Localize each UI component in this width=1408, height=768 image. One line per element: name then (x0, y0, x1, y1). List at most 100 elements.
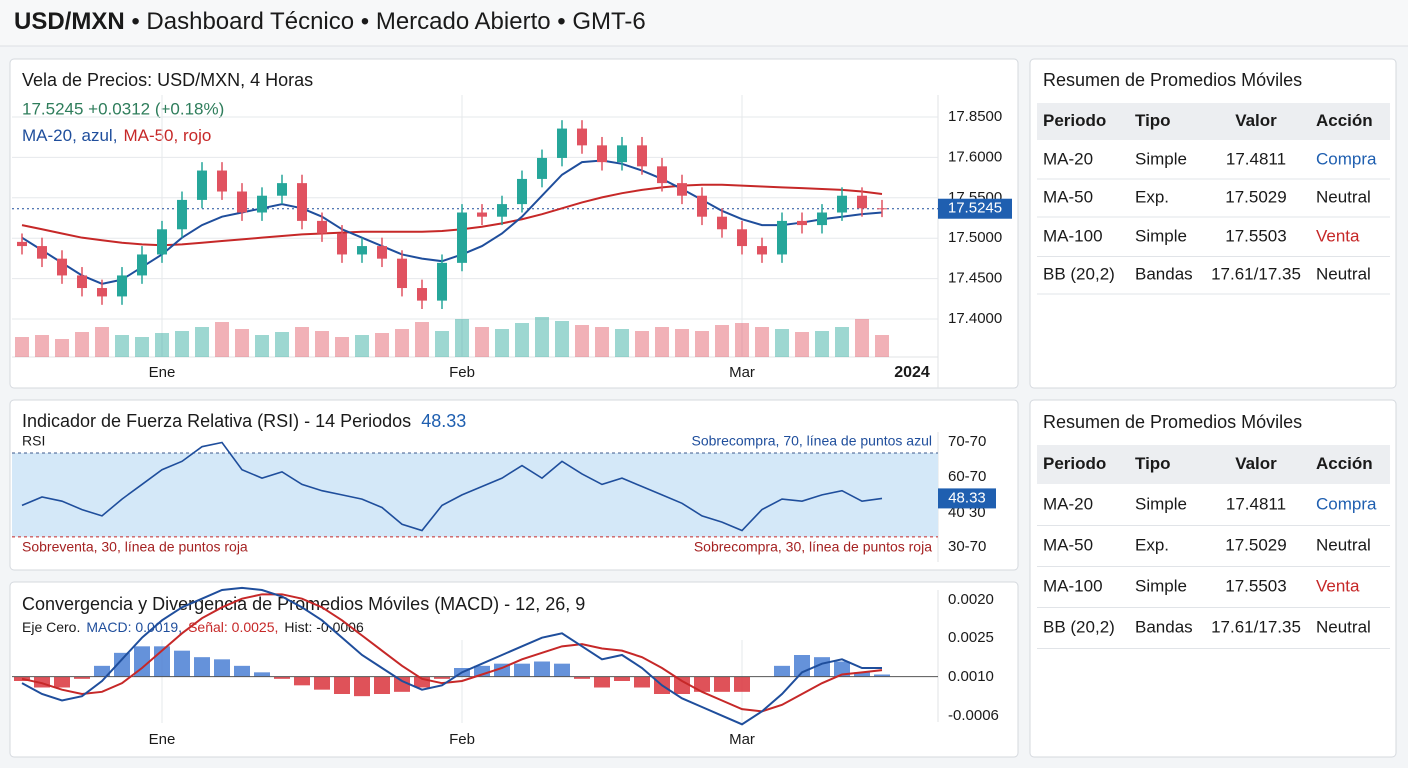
candle-body (497, 204, 507, 217)
volume-bar (815, 331, 829, 357)
histogram-bar (294, 676, 310, 686)
table-cell: BB (20,2) (1043, 264, 1115, 283)
candle-body (737, 229, 747, 247)
candle-body (797, 220, 807, 226)
y-tick-label: 0.0010 (948, 668, 994, 685)
note: Sobrecompra, 70, línea de puntos azul (692, 433, 933, 449)
x-tick-label: Feb (449, 731, 475, 748)
candle-body (297, 183, 307, 221)
candle-body (277, 183, 287, 196)
header-bar (0, 0, 1408, 46)
histogram-bar (854, 672, 870, 677)
legend: Eje Cero. MACD: 0.0019, Señal: 0.0025, Hist… (22, 619, 364, 635)
candle-body (17, 241, 27, 247)
table-title: Resumen de Promedios Móviles (1043, 412, 1302, 432)
candle-body (477, 212, 487, 217)
histogram-bar (114, 652, 130, 677)
candle-body (877, 208, 887, 210)
histogram-bar (134, 646, 150, 677)
histogram-bar (694, 676, 710, 692)
candle-body (417, 288, 427, 301)
histogram-bar (434, 676, 450, 679)
histogram-bar (634, 676, 650, 688)
price-tag-label: 17.5245 (948, 200, 1002, 217)
histogram-bar (394, 676, 410, 692)
table-cell: MA-20 (1043, 494, 1093, 513)
y-tick-label: 17.5000 (948, 229, 1002, 246)
candle-body (237, 191, 247, 213)
y-tick-label: -0.0006 (948, 707, 999, 724)
y-tick-label: 30-70 (948, 538, 986, 555)
candle-body (637, 145, 647, 167)
volume-bar (455, 319, 469, 357)
volume-bar (115, 335, 129, 357)
table-cell: Venta (1316, 226, 1360, 245)
volume-bar (15, 337, 29, 357)
signal-line (21, 593, 883, 713)
candle-body (777, 220, 787, 255)
macd-line (21, 586, 882, 726)
volume-bar (515, 323, 529, 357)
histogram-bar (734, 676, 750, 692)
y-tick-label: 0.0020 (948, 591, 994, 608)
legend-item: MA-50, rojo (123, 126, 211, 145)
column-header: Periodo (1043, 454, 1106, 473)
candle-body (857, 195, 867, 209)
table-cell: MA-50 (1043, 535, 1093, 554)
volume-bar (275, 332, 289, 357)
rsi-title: Indicador de Fuerza Relativa (RSI) - 14 … (22, 411, 466, 431)
candle-body (677, 183, 687, 196)
volume-bar (255, 335, 269, 357)
table-cell: MA-100 (1043, 576, 1103, 595)
candle-body (617, 145, 627, 163)
table-cell: 17.4811 (1226, 149, 1286, 168)
candle-body (177, 199, 187, 230)
candle-body (197, 170, 207, 200)
table-cell: Bandas (1135, 617, 1193, 636)
table-cell: Exp. (1135, 187, 1169, 206)
histogram-bar (354, 676, 370, 697)
volume-bar (35, 335, 49, 357)
y-tick-label: 0.0025 (948, 629, 994, 646)
volume-bar (295, 327, 309, 357)
y-tick-label: 17.4500 (948, 270, 1002, 287)
volume-bar (695, 331, 709, 357)
table-cell: BB (20,2) (1043, 617, 1115, 636)
legend-item: Señal: 0.0025, (188, 619, 278, 635)
symbol: USD/MXN (14, 8, 125, 35)
table-cell: Bandas (1135, 264, 1193, 283)
volume-bar (215, 322, 229, 357)
y-tick-label: 17.6000 (948, 148, 1002, 165)
candle-body (317, 220, 327, 234)
candle-body (437, 262, 447, 301)
table-cell: MA-20 (1043, 149, 1093, 168)
y-tick-label: 17.4000 (948, 310, 1002, 327)
table-cell: Neutral (1316, 264, 1371, 283)
column-header: Valor (1235, 111, 1277, 130)
column-header: Acción (1316, 111, 1373, 130)
volume-bar (135, 337, 149, 357)
histogram-bar (474, 665, 490, 677)
table-header-bg (1037, 445, 1390, 484)
candle-body (77, 275, 87, 289)
volume-bar (175, 331, 189, 357)
histogram-bar (614, 676, 630, 681)
rsi-tag (938, 488, 996, 509)
volume-bar (575, 325, 589, 357)
candle-body (217, 170, 227, 192)
header: USD/MXN • Dashboard Técnico • Mercado Ab… (14, 8, 646, 35)
histogram-bar (554, 663, 570, 677)
table-header-bg (1037, 103, 1390, 140)
legend-item: MACD: 0.0019, (86, 619, 182, 635)
table-cell: Exp. (1135, 535, 1169, 554)
histogram-bar (414, 676, 430, 688)
volume-bar (75, 332, 89, 357)
table-cell: 17.5503 (1225, 226, 1286, 245)
histogram-bar (54, 676, 70, 688)
volume-bar (595, 327, 609, 357)
histogram-bar (174, 650, 190, 677)
volume-bar (755, 327, 769, 357)
histogram-bar (514, 663, 530, 677)
